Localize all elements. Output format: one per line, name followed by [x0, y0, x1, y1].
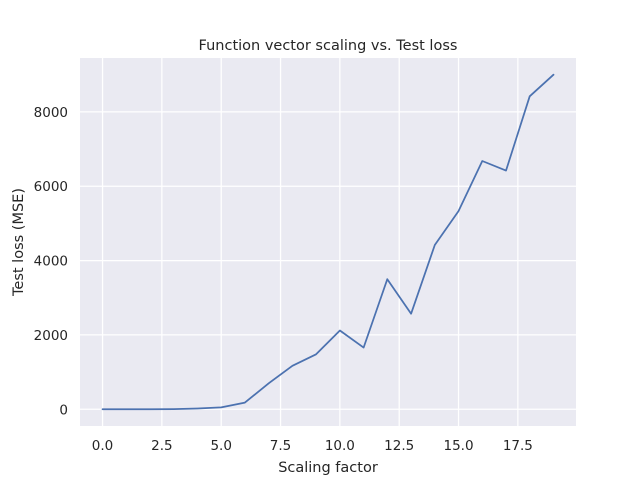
y-tick-label: 0 [59, 402, 68, 418]
x-axis-label: Scaling factor [278, 460, 378, 476]
y-tick-label: 4000 [34, 254, 68, 270]
x-tick-label: 17.5 [503, 438, 533, 454]
y-axis-label: Test loss (MSE) [11, 188, 27, 297]
x-tick-label: 2.5 [151, 438, 172, 454]
x-tick-labels: 0.0 2.5 5.0 7.5 10.0 12.5 15.0 17.5 [92, 438, 533, 454]
series-layer [101, 73, 555, 411]
y-tick-labels: 0 2000 4000 6000 8000 [34, 105, 68, 418]
y-tick-label: 6000 [34, 179, 68, 195]
x-tick-label: 5.0 [210, 438, 231, 454]
x-tick-label: 10.0 [325, 438, 355, 454]
x-tick-label: 7.5 [270, 438, 291, 454]
chart-title: Function vector scaling vs. Test loss [199, 38, 458, 54]
x-tick-label: 15.0 [443, 438, 473, 454]
series-line [101, 73, 555, 411]
x-tick-label: 12.5 [384, 438, 414, 454]
plot-area [80, 58, 576, 426]
x-tick-label: 0.0 [92, 438, 113, 454]
grid-lines [80, 58, 576, 426]
y-tick-label: 8000 [34, 105, 68, 121]
y-tick-label: 2000 [34, 328, 68, 344]
